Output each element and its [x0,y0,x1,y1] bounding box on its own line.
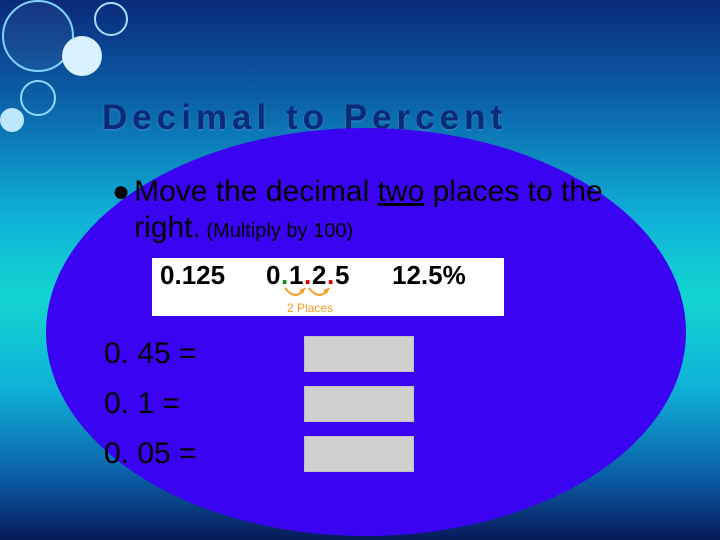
bullet-icon: ● [112,174,130,210]
practice-lhs: 0. 05 = [104,437,304,471]
example-caption: 2 Places [287,301,333,315]
rule-block: ● Move the decimal two places to the rig… [112,174,652,249]
bubble-decoration [94,2,128,36]
bubble-decoration [62,36,102,76]
practice-row: 0. 45 = [104,332,524,376]
example-figure: 0.125 0 . 1 . 2 . 5 2 Places 12.5% [152,258,504,316]
svg-text:.: . [304,260,311,290]
practice-row: 0. 1 = [104,382,524,426]
svg-text:.: . [281,260,288,290]
svg-text:0.125: 0.125 [160,260,225,290]
example-result: 12.5% [392,260,466,290]
svg-text:0: 0 [266,260,280,290]
svg-text:5: 5 [335,260,349,290]
answer-box[interactable] [304,336,414,372]
answer-box[interactable] [304,436,414,472]
bubble-decoration [0,108,24,132]
svg-text:1: 1 [289,260,303,290]
svg-text:2: 2 [312,260,326,290]
svg-text:.: . [327,260,334,290]
answer-box[interactable] [304,386,414,422]
rule-sub: (Multiply by 100) [201,220,353,242]
practice-row: 0. 05 = [104,432,524,476]
rule-text: Move the decimal two places to the right… [134,174,652,249]
rule-part1: Move the decimal [134,175,377,208]
bubble-decoration [20,80,56,116]
rule-underlined: two [378,175,425,208]
practice-block: 0. 45 = 0. 1 = 0. 05 = [104,332,524,482]
practice-lhs: 0. 45 = [104,337,304,371]
practice-lhs: 0. 1 = [104,387,304,421]
